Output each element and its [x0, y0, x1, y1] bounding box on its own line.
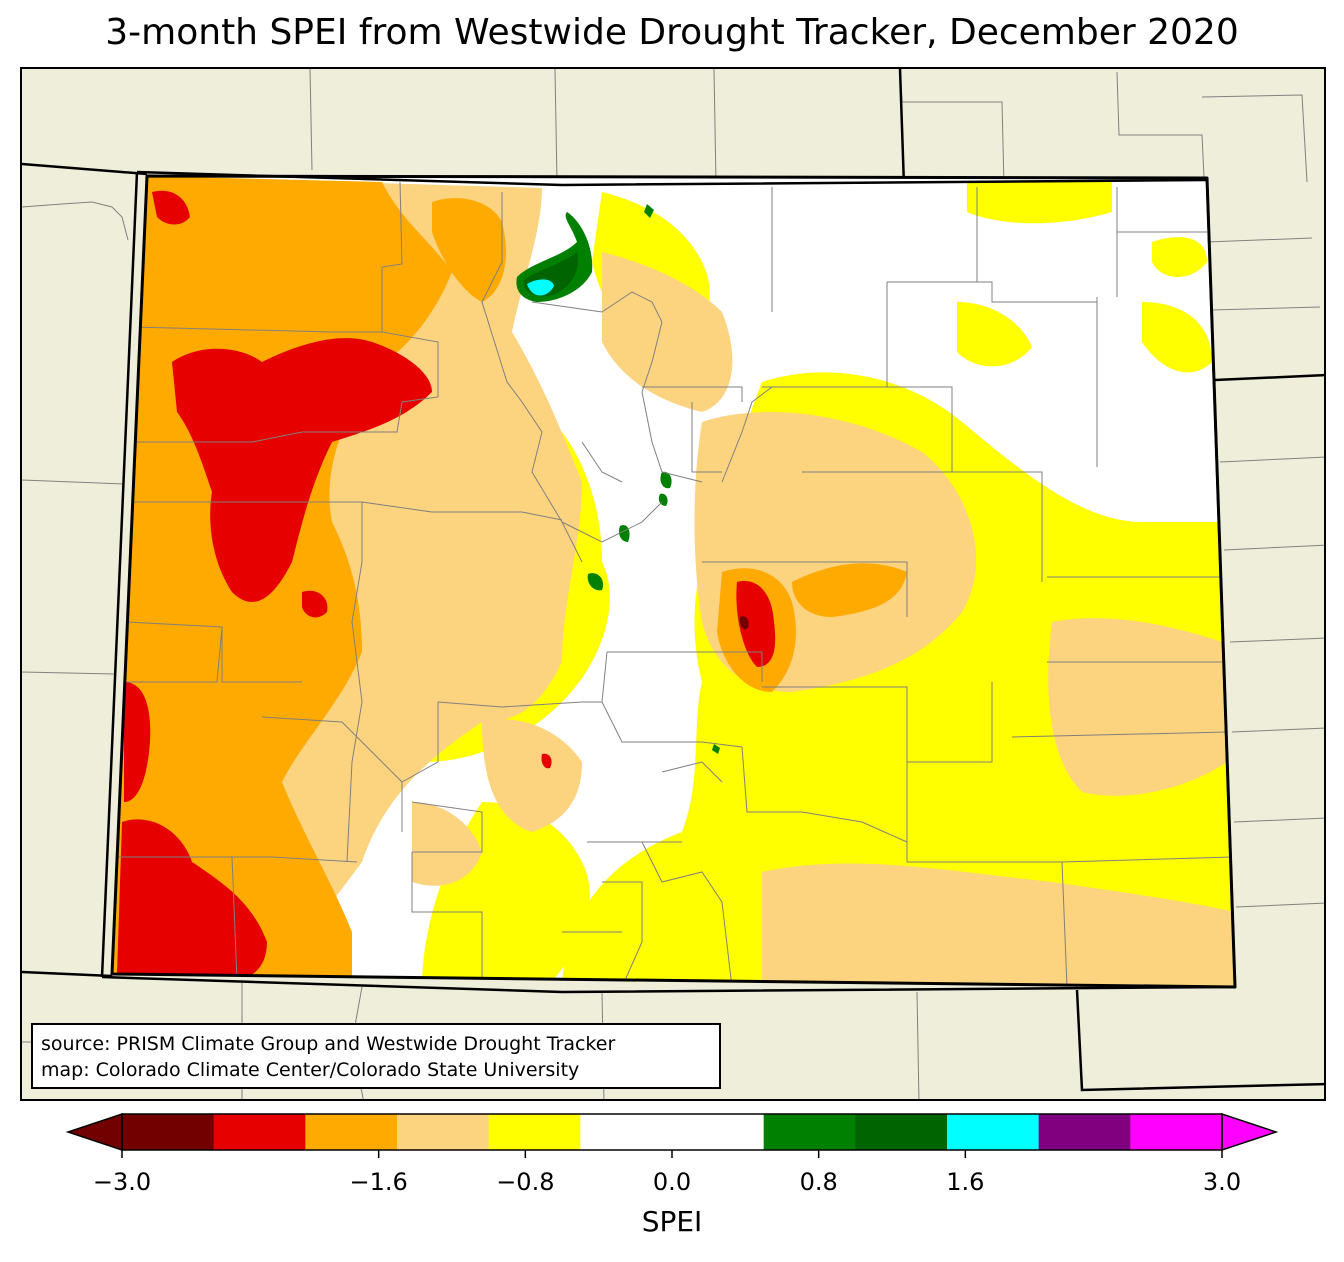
- colorbar-bins: [122, 1114, 1223, 1150]
- colorbar-bin: [763, 1114, 856, 1150]
- map-title: 3-month SPEI from Westwide Drought Track…: [105, 12, 1239, 53]
- colorbar-bin: [397, 1114, 490, 1150]
- colorado-boundary-east: [1205, 179, 1237, 988]
- spei-fill: [112, 176, 1235, 987]
- colorbar-bin: [1130, 1114, 1223, 1150]
- colorbar-bin: [855, 1114, 948, 1150]
- colorbar-tick-label: 0.8: [799, 1168, 838, 1196]
- colorbar-bin: [1038, 1114, 1131, 1150]
- colorado-boundary-west: [100, 171, 139, 978]
- colorbar: [65, 1112, 1279, 1158]
- colorbar-tick-label: 3.0: [1202, 1168, 1242, 1196]
- colorbar-bin: [122, 1114, 215, 1150]
- colorbar-label: SPEI: [641, 1205, 703, 1238]
- source-line: source: PRISM Climate Group and Westwide…: [41, 1033, 616, 1055]
- colorbar-tick-label: −0.8: [496, 1168, 555, 1196]
- source-caption: source: PRISM Climate Group and Westwide…: [31, 1023, 721, 1089]
- colorbar-under-arrow: [65, 1112, 123, 1152]
- colorbar-bin: [213, 1114, 306, 1150]
- colorbar-bin: [947, 1114, 1040, 1150]
- colorado-boundary-north: [136, 170, 1208, 187]
- colorbar-tick-label: 1.6: [946, 1168, 985, 1196]
- drought-map: [22, 69, 1324, 1099]
- colorbar-tick-label: 0.0: [652, 1168, 692, 1196]
- colorbar-ticks: [121, 1150, 1223, 1158]
- county-lines: [114, 181, 1233, 987]
- map-credit-line: map: Colorado Climate Center/Colorado St…: [41, 1059, 580, 1081]
- colorbar-bin: [488, 1114, 581, 1150]
- colorbar-bin: [305, 1114, 398, 1150]
- state-boundaries: [22, 69, 1324, 1092]
- colorado-boundary-south: [101, 975, 1236, 994]
- colorbar-bin: [580, 1114, 673, 1150]
- colorbar-tick-label: −3.0: [92, 1168, 152, 1196]
- colorbar-over-arrow: [1221, 1112, 1279, 1152]
- map-frame: [20, 67, 1326, 1101]
- colorbar-tick-label: −1.6: [349, 1168, 408, 1196]
- colorbar-bin: [672, 1114, 765, 1150]
